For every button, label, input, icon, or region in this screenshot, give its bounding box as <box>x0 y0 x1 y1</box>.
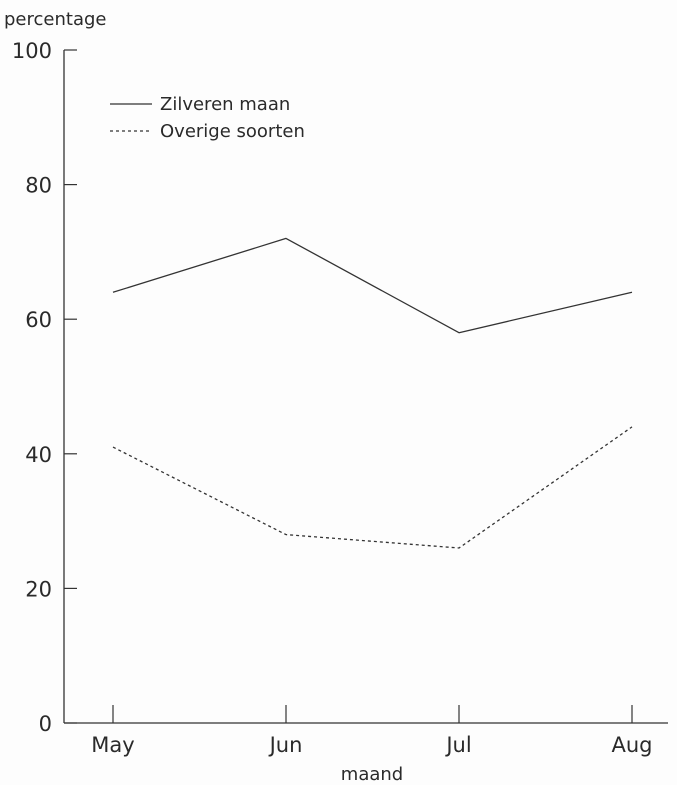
x-tick-label: Aug <box>611 733 652 757</box>
y-tick-label: 60 <box>25 308 52 332</box>
x-axis-ticks: May Jun Jul Aug <box>91 705 653 757</box>
x-tick-label: May <box>91 733 134 757</box>
y-tick-label: 40 <box>25 443 52 467</box>
axes <box>63 50 668 724</box>
x-axis-title: maand <box>341 764 403 785</box>
y-axis-title: percentage <box>4 9 106 30</box>
y-axis-ticks: 0 20 40 60 80 100 <box>12 39 77 736</box>
legend: Zilveren maan Overige soorten <box>110 94 305 142</box>
x-tick-label: Jun <box>268 733 303 757</box>
x-tick-label: Jul <box>444 733 471 757</box>
series-line-solid <box>112 237 633 334</box>
series-layer <box>112 237 633 549</box>
series-line-dashed <box>112 426 633 549</box>
y-tick-label: 0 <box>39 712 52 736</box>
y-tick-label: 20 <box>25 577 52 601</box>
legend-label: Overige soorten <box>160 121 305 142</box>
y-tick-label: 100 <box>12 39 52 63</box>
legend-label: Zilveren maan <box>160 94 290 115</box>
y-tick-label: 80 <box>25 174 52 198</box>
